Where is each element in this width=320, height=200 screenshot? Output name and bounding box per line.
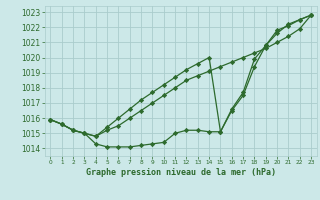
X-axis label: Graphe pression niveau de la mer (hPa): Graphe pression niveau de la mer (hPa) [86,168,276,177]
